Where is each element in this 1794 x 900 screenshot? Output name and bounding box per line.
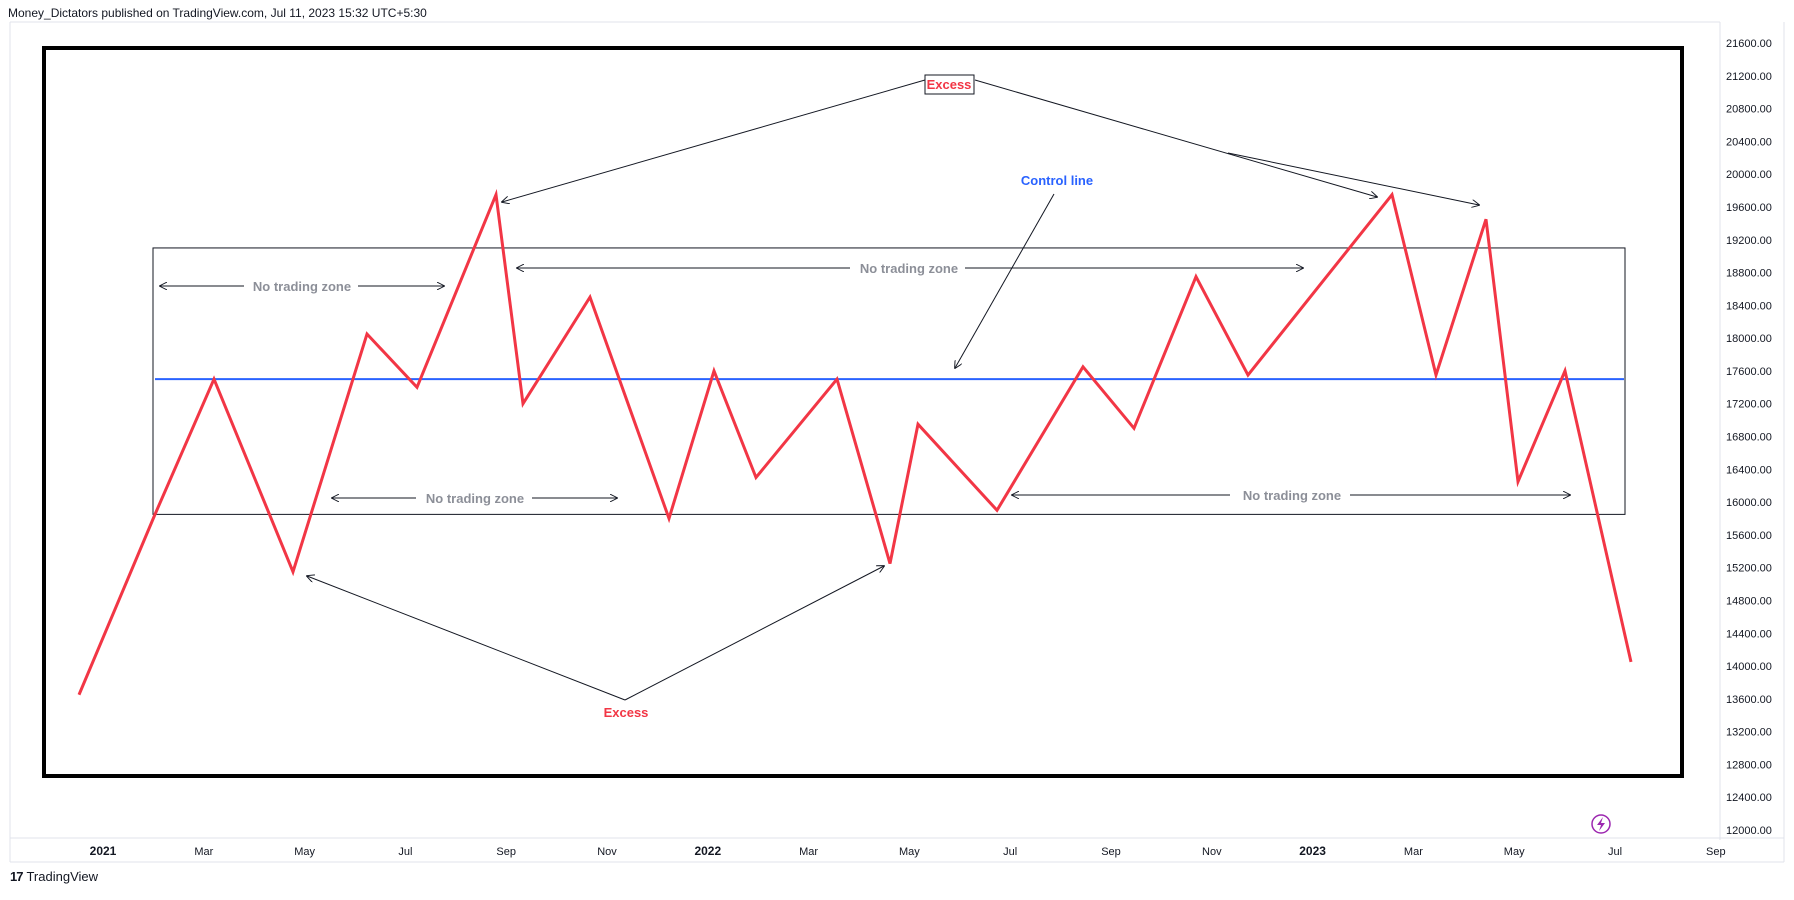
- price-tick-label: 12000.00: [1726, 825, 1772, 837]
- price-tick-label: 18400.00: [1726, 300, 1772, 312]
- price-tick-label: 13200.00: [1726, 727, 1772, 739]
- price-tick-label: 14400.00: [1726, 628, 1772, 640]
- price-tick-label: 21600.00: [1726, 38, 1772, 50]
- no-trading-zone-label-2[interactable]: No trading zone: [860, 261, 958, 276]
- time-tick-label: Mar: [194, 846, 213, 858]
- time-tick-label: May: [1504, 846, 1525, 858]
- price-tick-label: 14000.00: [1726, 661, 1772, 673]
- time-tick-label: Mar: [799, 846, 818, 858]
- time-tick-label: May: [899, 846, 920, 858]
- price-tick-label: 12400.00: [1726, 792, 1772, 804]
- control-line-arrow: [955, 193, 1055, 368]
- control-line-label[interactable]: Control line: [1021, 173, 1093, 188]
- time-tick-label: Sep: [1101, 846, 1121, 858]
- price-tick-label: 20000.00: [1726, 169, 1772, 181]
- annotation-arrows: [160, 79, 1570, 701]
- time-tick-label: Nov: [597, 846, 617, 858]
- excess-bottom-arrow-right: [624, 566, 884, 701]
- price-tick-label: 19200.00: [1726, 235, 1772, 247]
- price-tick-label: 18000.00: [1726, 333, 1772, 345]
- time-tick-label: Mar: [1404, 846, 1423, 858]
- price-series-line: [77, 188, 1633, 696]
- excess-top-arrow-left: [502, 79, 926, 202]
- time-tick-label: 2022: [694, 844, 721, 858]
- brand-footer[interactable]: 17 TradingView: [10, 869, 98, 884]
- excess-top-arrow-right-1: [974, 79, 1377, 197]
- time-tick-label: Jul: [398, 846, 412, 858]
- price-tick-label: 20800.00: [1726, 104, 1772, 116]
- brand-name: TradingView: [26, 869, 99, 884]
- price-tick-label: 18800.00: [1726, 268, 1772, 280]
- price-tick-label: 21200.00: [1726, 71, 1772, 83]
- no-trading-zone-label-3[interactable]: No trading zone: [426, 491, 524, 506]
- price-tick-label: 15600.00: [1726, 530, 1772, 542]
- excess-bottom-label[interactable]: Excess: [604, 705, 649, 720]
- price-tick-label: 17600.00: [1726, 366, 1772, 378]
- price-axis[interactable]: 21600.00 21200.00 20800.00 20400.00 20000.00…: [1726, 38, 1772, 837]
- excess-top-arrow-right-2: [1227, 152, 1479, 205]
- price-tick-label: 20400.00: [1726, 136, 1772, 148]
- time-tick-label: Sep: [1706, 846, 1726, 858]
- excess-bottom-arrow-left: [307, 576, 626, 701]
- price-tick-label: 14800.00: [1726, 595, 1772, 607]
- price-tick-label: 15200.00: [1726, 563, 1772, 575]
- price-tick-label: 16000.00: [1726, 497, 1772, 509]
- lightning-icon[interactable]: [1591, 814, 1611, 834]
- time-tick-label: Sep: [496, 846, 516, 858]
- time-tick-label: Nov: [1202, 846, 1222, 858]
- time-tick-label: 2021: [90, 844, 117, 858]
- price-tick-label: 12800.00: [1726, 759, 1772, 771]
- price-tick-label: 17200.00: [1726, 399, 1772, 411]
- no-trading-zone-label-4[interactable]: No trading zone: [1243, 488, 1341, 503]
- price-tick-label: 16800.00: [1726, 432, 1772, 444]
- chart-attribution: Money_Dictators published on TradingView…: [8, 6, 427, 20]
- no-trading-zone-label-1[interactable]: No trading zone: [253, 279, 351, 294]
- price-tick-label: 16400.00: [1726, 464, 1772, 476]
- price-tick-label: 13600.00: [1726, 694, 1772, 706]
- excess-top-label[interactable]: Excess: [927, 77, 972, 92]
- time-tick-label: May: [294, 846, 315, 858]
- price-tick-label: 19600.00: [1726, 202, 1772, 214]
- value-area-box: [152, 247, 1626, 515]
- time-tick-label: Jul: [1003, 846, 1017, 858]
- outer-frame: [42, 46, 1684, 778]
- time-tick-label: Jul: [1608, 846, 1622, 858]
- excess-top-box: [924, 74, 975, 95]
- time-axis[interactable]: 2021 Mar May Jul Sep Nov 2022 Mar May Jul Sep Nov 20…: [90, 844, 1726, 858]
- tradingview-logo-icon: 17: [10, 869, 24, 884]
- time-tick-label: 2023: [1299, 844, 1326, 858]
